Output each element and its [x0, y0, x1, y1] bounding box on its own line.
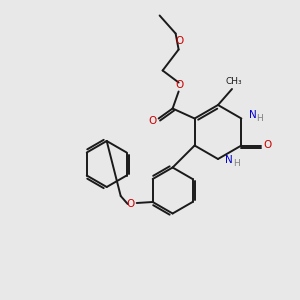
Text: N: N — [248, 110, 256, 121]
Text: O: O — [148, 116, 157, 127]
Text: H: H — [232, 158, 239, 167]
Text: N: N — [225, 155, 233, 165]
Text: O: O — [176, 80, 184, 89]
Text: O: O — [127, 199, 135, 209]
Text: O: O — [263, 140, 272, 151]
Text: O: O — [176, 37, 184, 46]
Text: H: H — [256, 114, 263, 123]
Text: CH₃: CH₃ — [226, 76, 242, 85]
